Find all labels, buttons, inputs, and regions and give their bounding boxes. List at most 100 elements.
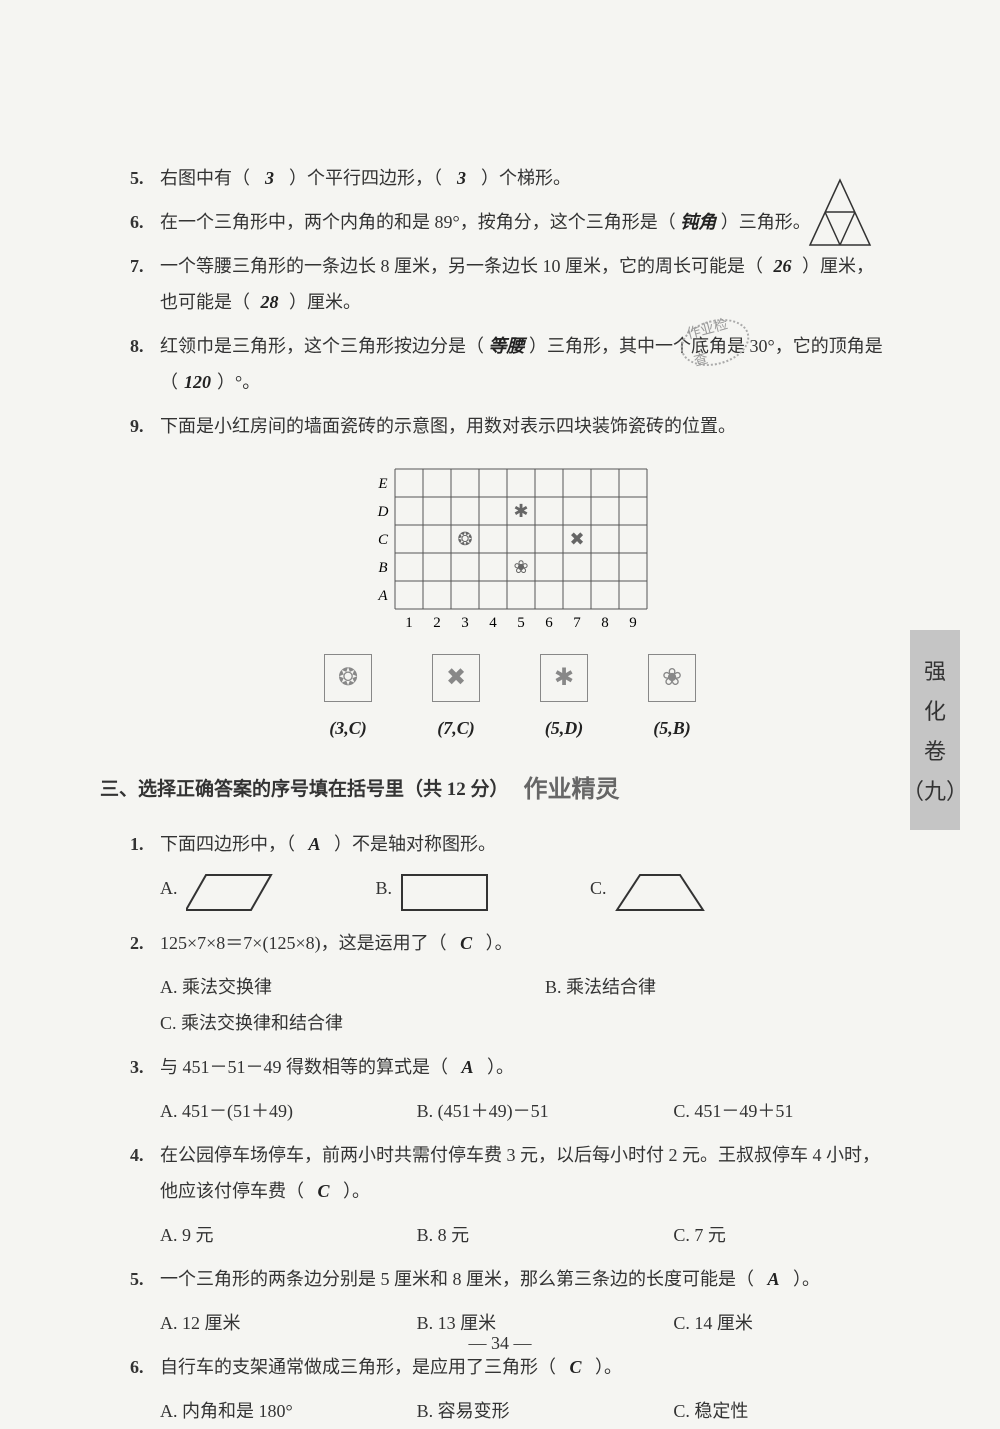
s3q4-ans: C: [309, 1173, 339, 1209]
s3q3-opt-b: B. (451＋49)－51: [417, 1093, 634, 1129]
tile-answer-item: ✱ (5,D): [540, 654, 588, 746]
svg-text:9: 9: [629, 615, 637, 631]
svg-text:7: 7: [573, 615, 581, 631]
page-number: — 34 —: [469, 1333, 532, 1354]
tile-coord: (7,C): [437, 710, 475, 746]
q5-ans-a: 3: [255, 160, 285, 196]
s3q4-opt-c: C. 7 元: [673, 1217, 890, 1253]
tile-coord: (5,D): [545, 710, 584, 746]
tile-coord: (5,B): [653, 710, 691, 746]
tile-answer-item: ❂ (3,C): [324, 654, 372, 746]
q5-num: 5.: [130, 160, 160, 196]
svg-text:B: B: [378, 560, 387, 576]
svg-text:5: 5: [517, 615, 525, 631]
svg-text:8: 8: [601, 615, 609, 631]
q9-text: 下面是小红房间的墙面瓷砖的示意图，用数对表示四块装饰瓷砖的位置。: [160, 408, 890, 444]
s3q6-opt-c: C. 稳定性: [673, 1393, 890, 1429]
q5-text-b: ）个平行四边形，（: [289, 168, 442, 188]
tile-icon: ✱: [540, 654, 588, 702]
svg-text:3: 3: [461, 615, 469, 631]
s3q4-text-a: 在公园停车场停车，前两小时共需付停车费 3 元，以后每小时付 2 元。王叔叔停车…: [160, 1145, 880, 1201]
svg-text:2: 2: [433, 615, 441, 631]
svg-text:A: A: [377, 588, 388, 604]
svg-text:❂: ❂: [457, 529, 472, 549]
question-8: 8. 红领巾是三角形，这个三角形按边分是（ 等腰 ）三角形，其中一个底角是 30…: [130, 328, 890, 400]
question-5: 5. 右图中有（ 3 ）个平行四边形，（ 3 ）个梯形。: [130, 160, 890, 196]
s3q4-opt-a: A. 9 元: [160, 1217, 377, 1253]
s3q4-options: A. 9 元 B. 8 元 C. 7 元: [160, 1217, 890, 1253]
side-char-1: 强: [924, 654, 946, 686]
s3q2-opt-c: C. 乘法交换律和结合律: [160, 1013, 343, 1033]
q8-text-a: 红领巾是三角形，这个三角形按边分是（: [160, 336, 484, 356]
s3q6-options: A. 内角和是 180° B. 容易变形 C. 稳定性: [160, 1393, 890, 1429]
s3q5-text-b: ）。: [793, 1269, 820, 1289]
s3-q2: 2. 125×7×8＝7×(125×8)，这是运用了（ C ）。: [130, 925, 890, 961]
q7-num: 7.: [130, 248, 160, 320]
svg-text:C: C: [378, 532, 389, 548]
s3q5-text-a: 一个三角形的两条边分别是 5 厘米和 8 厘米，那么第三条边的长度可能是（: [160, 1269, 754, 1289]
s3q4-text-b: ）。: [343, 1181, 370, 1201]
s3q1-opt-b: B.: [376, 870, 491, 915]
s3q3-num: 3.: [130, 1049, 160, 1085]
s3q6-text-a: 自行车的支架通常做成三角形，是应用了三角形（: [160, 1357, 556, 1377]
q6-ans: 钝角: [680, 204, 716, 240]
s3q1-options: A. B. C.: [160, 870, 890, 915]
q6-text: 在一个三角形中，两个内角的和是 89°，按角分，这个三角形是（ 钝角 ）三角形。: [160, 204, 890, 240]
s3q5-opt-a: A. 12 厘米: [160, 1305, 377, 1341]
s3q2-options: A. 乘法交换律 B. 乘法结合律 C. 乘法交换律和结合律: [160, 969, 890, 1041]
s3q1-opt-a: A.: [160, 870, 276, 915]
q8-ans-a: 等腰: [489, 328, 525, 364]
question-6: 6. 在一个三角形中，两个内角的和是 89°，按角分，这个三角形是（ 钝角 ）三…: [130, 204, 890, 240]
svg-text:D: D: [377, 504, 389, 520]
tile-icon: ✖: [432, 654, 480, 702]
q8-ans-b: 120: [183, 364, 213, 400]
s3q3-options: A. 451－(51＋49) B. (451＋49)－51 C. 451－49＋…: [160, 1093, 890, 1129]
section-3-title: 三、选择正确答案的序号填在括号里（共 12 分）: [100, 771, 509, 809]
q7-ans-a: 26: [768, 248, 798, 284]
tile-coord: (3,C): [329, 710, 367, 746]
s3q1-num: 1.: [130, 826, 160, 862]
s3q3-text-b: ）。: [487, 1057, 514, 1077]
s3q2-opt-b: B. 乘法结合律: [545, 969, 890, 1005]
s3q5-ans: A: [759, 1261, 789, 1297]
q7-text-c: ）厘米。: [289, 292, 361, 312]
q6-text-b: ）三角形。: [721, 212, 811, 232]
q6-num: 6.: [130, 204, 160, 240]
s3q2-text-a: 125×7×8＝7×(125×8)，这是运用了（: [160, 933, 447, 953]
s3q2-ans: C: [451, 925, 481, 961]
s3q6-opt-a: A. 内角和是 180°: [160, 1393, 377, 1429]
q5-text-c: ）个梯形。: [481, 168, 571, 188]
svg-text:6: 6: [545, 615, 553, 631]
tile-icon: ❀: [648, 654, 696, 702]
s3q3-ans: A: [453, 1049, 483, 1085]
tile-icon: ❂: [324, 654, 372, 702]
s3q4-num: 4.: [130, 1137, 160, 1209]
s3q5-opt-c: C. 14 厘米: [673, 1305, 890, 1341]
q8-text: 红领巾是三角形，这个三角形按边分是（ 等腰 ）三角形，其中一个底角是 30°，它…: [160, 328, 890, 400]
tile-answers-row: ❂ (3,C) ✖ (7,C) ✱ (5,D) ❀ (5,B): [130, 654, 890, 746]
q5-text: 右图中有（ 3 ）个平行四边形，（ 3 ）个梯形。: [160, 160, 890, 196]
s3q6-text-b: ）。: [595, 1357, 622, 1377]
s3q5-num: 5.: [130, 1261, 160, 1297]
s3q3-opt-c: C. 451－49＋51: [673, 1093, 890, 1129]
s3q1-text-b: ）不是轴对称图形。: [334, 834, 496, 854]
section-3-header: 三、选择正确答案的序号填在括号里（共 12 分） 作业精灵: [100, 766, 890, 814]
svg-text:✖: ✖: [569, 529, 584, 549]
side-char-2: 化: [924, 694, 946, 726]
s3q2-num: 2.: [130, 925, 160, 961]
side-tab: 强 化 卷 （九）: [910, 630, 960, 830]
s3q4-opt-b: B. 8 元: [417, 1217, 634, 1253]
s3q3-opt-a: A. 451－(51＋49): [160, 1093, 377, 1129]
s3q6-opt-b: B. 容易变形: [417, 1393, 634, 1429]
s3-q4: 4. 在公园停车场停车，前两小时共需付停车费 3 元，以后每小时付 2 元。王叔…: [130, 1137, 890, 1209]
s3q1-text-a: 下面四边形中，（: [160, 834, 295, 854]
s3q1-ans: A: [300, 826, 330, 862]
s3-q6: 6. 自行车的支架通常做成三角形，是应用了三角形（ C ）。: [130, 1349, 890, 1385]
question-7: 7. 一个等腰三角形的一条边长 8 厘米，另一条边长 10 厘米，它的周长可能是…: [130, 248, 890, 320]
s3-q1: 1. 下面四边形中，（ A ）不是轴对称图形。: [130, 826, 890, 862]
q8-num: 8.: [130, 328, 160, 400]
q8-text-c: ）°。: [217, 372, 260, 392]
question-9: 9. 下面是小红房间的墙面瓷砖的示意图，用数对表示四块装饰瓷砖的位置。: [130, 408, 890, 444]
svg-text:1: 1: [405, 615, 413, 631]
q6-text-a: 在一个三角形中，两个内角的和是 89°，按角分，这个三角形是（: [160, 212, 676, 232]
